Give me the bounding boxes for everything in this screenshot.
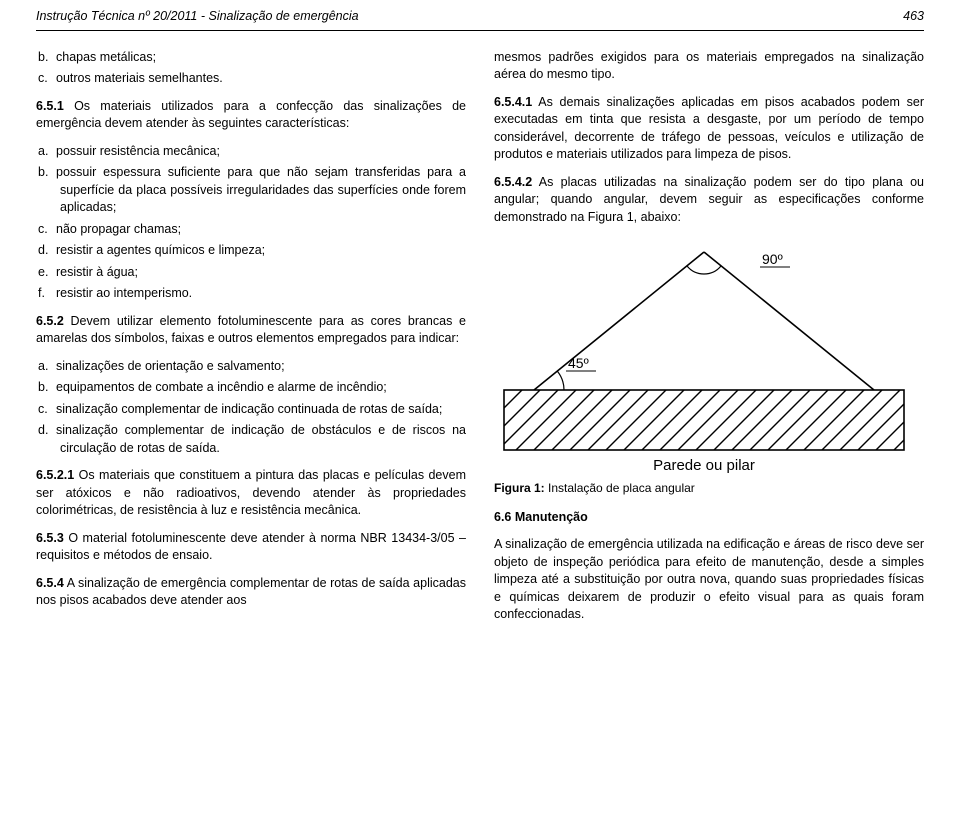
paragraph-continuation: mesmos padrões exigidos para os materiai…: [494, 49, 924, 84]
list-text: equipamentos de combate a incêndio e ala…: [56, 380, 387, 394]
list-text: possuir resistência mecânica;: [56, 144, 220, 158]
list-item: c.não propagar chamas;: [60, 221, 466, 239]
list-label: b.: [38, 379, 56, 397]
caption-label: Figura 1:: [494, 481, 545, 495]
paragraph-651: 6.5.1 Os materiais utilizados para a con…: [36, 98, 466, 133]
para-text: Os materiais que constituem a pintura da…: [36, 468, 466, 517]
para-text: Devem utilizar elemento fotoluminescente…: [36, 314, 466, 346]
right-column: mesmos padrões exigidos para os materiai…: [494, 49, 924, 634]
header-page-number: 463: [903, 8, 924, 26]
para-text: As demais sinalizações aplicadas em piso…: [494, 95, 924, 162]
list-3: a.sinalizações de orientação e salvament…: [36, 358, 466, 458]
list-text: sinalização complementar de indicação co…: [56, 402, 442, 416]
list-item: a.possuir resistência mecânica;: [60, 143, 466, 161]
list-label: a.: [38, 143, 56, 161]
list-item: c.sinalização complementar de indicação …: [60, 401, 466, 419]
list-item: b.equipamentos de combate a incêndio e a…: [60, 379, 466, 397]
list-item: a.sinalizações de orientação e salvament…: [60, 358, 466, 376]
paragraph-652: 6.5.2 Devem utilizar elemento fotolumine…: [36, 313, 466, 348]
list-item: b.possuir espessura suficiente para que …: [60, 164, 466, 217]
paragraph-654: 6.5.4 A sinalização de emergência comple…: [36, 575, 466, 610]
list-item: b.chapas metálicas;: [60, 49, 466, 67]
list-text: outros materiais semelhantes.: [56, 71, 223, 85]
caption-text: Instalação de placa angular: [545, 481, 695, 495]
list-text: sinalização complementar de indicação de…: [56, 423, 466, 455]
list-label: b.: [38, 164, 56, 182]
para-number: 6.5.4.2: [494, 175, 532, 189]
figure-1: 90º 45º Parede ou pilar Figura 1: Instalaç…: [494, 240, 924, 497]
list-text: resistir a agentes químicos e limpeza;: [56, 243, 265, 257]
para-number: 6.5.2: [36, 314, 64, 328]
left-column: b.chapas metálicas; c.outros materiais s…: [36, 49, 466, 634]
paragraph-66: A sinalização de emergência utilizada na…: [494, 536, 924, 624]
list-item: c.outros materiais semelhantes.: [60, 70, 466, 88]
svg-text:Parede ou pilar: Parede ou pilar: [653, 457, 755, 474]
list-item: e.resistir à água;: [60, 264, 466, 282]
list-text: não propagar chamas;: [56, 222, 181, 236]
list-item: d.sinalização complementar de indicação …: [60, 422, 466, 457]
para-number: 6.5.2.1: [36, 468, 74, 482]
header-rule: [36, 30, 924, 31]
svg-text:45º: 45º: [568, 355, 589, 371]
page-header: Instrução Técnica nº 20/2011 - Sinalizaç…: [0, 0, 960, 30]
para-text: O material fotoluminescente deve atender…: [36, 531, 466, 563]
list-text: resistir ao intemperismo.: [56, 286, 192, 300]
paragraph-6541: 6.5.4.1 As demais sinalizações aplicadas…: [494, 94, 924, 164]
figure-caption: Figura 1: Instalação de placa angular: [494, 480, 924, 497]
content-columns: b.chapas metálicas; c.outros materiais s…: [0, 49, 960, 634]
paragraph-6521: 6.5.2.1 Os materiais que constituem a pi…: [36, 467, 466, 520]
section-66-heading: 6.6 Manutenção: [494, 509, 924, 527]
paragraph-653: 6.5.3 O material fotoluminescente deve a…: [36, 530, 466, 565]
list-1: b.chapas metálicas; c.outros materiais s…: [36, 49, 466, 88]
list-label: e.: [38, 264, 56, 282]
para-text: Os materiais utilizados para a confecção…: [36, 99, 466, 131]
list-item: d.resistir a agentes químicos e limpeza;: [60, 242, 466, 260]
para-text: As placas utilizadas na sinalização pode…: [494, 175, 924, 224]
list-label: c.: [38, 70, 56, 88]
list-label: c.: [38, 401, 56, 419]
list-label: f.: [38, 285, 56, 303]
svg-text:90º: 90º: [762, 251, 783, 267]
list-2: a.possuir resistência mecânica; b.possui…: [36, 143, 466, 303]
list-text: possuir espessura suficiente para que nã…: [56, 165, 466, 214]
angular-plate-diagram: 90º 45º Parede ou pilar: [494, 240, 914, 474]
list-label: c.: [38, 221, 56, 239]
list-text: chapas metálicas;: [56, 50, 156, 64]
header-left: Instrução Técnica nº 20/2011 - Sinalizaç…: [36, 8, 359, 26]
list-label: d.: [38, 422, 56, 440]
list-text: resistir à água;: [56, 265, 138, 279]
list-label: b.: [38, 49, 56, 67]
list-label: a.: [38, 358, 56, 376]
para-number: 6.5.3: [36, 531, 64, 545]
para-number: 6.5.4.1: [494, 95, 532, 109]
list-label: d.: [38, 242, 56, 260]
para-number: 6.5.4: [36, 576, 64, 590]
para-text: mesmos padrões exigidos para os materiai…: [494, 50, 924, 82]
para-text: A sinalização de emergência utilizada na…: [494, 537, 924, 621]
paragraph-6542: 6.5.4.2 As placas utilizadas na sinaliza…: [494, 174, 924, 227]
list-item: f.resistir ao intemperismo.: [60, 285, 466, 303]
list-text: sinalizações de orientação e salvamento;: [56, 359, 285, 373]
para-text: A sinalização de emergência complementar…: [36, 576, 466, 608]
para-number: 6.5.1: [36, 99, 64, 113]
